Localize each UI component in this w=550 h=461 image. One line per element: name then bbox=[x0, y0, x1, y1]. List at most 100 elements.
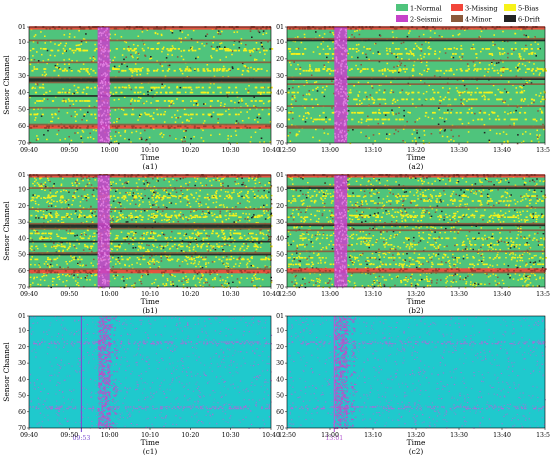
anomaly-cell bbox=[542, 96, 544, 98]
anomaly-cell bbox=[198, 261, 201, 263]
seismic-cell bbox=[105, 29, 107, 32]
anomaly-cell bbox=[139, 97, 142, 99]
bias-cell bbox=[113, 245, 117, 248]
anomaly-cell bbox=[443, 72, 445, 75]
anomaly-cell bbox=[522, 100, 525, 102]
anomaly-cell bbox=[515, 66, 517, 69]
anomaly-cell bbox=[198, 205, 201, 207]
anomaly-cell bbox=[242, 212, 244, 215]
anomaly-cell bbox=[365, 53, 367, 56]
anomaly-cell bbox=[220, 102, 222, 104]
anomaly-cell bbox=[525, 71, 527, 74]
missing-cell bbox=[314, 27, 317, 30]
anomaly-cell bbox=[123, 96, 126, 98]
missing-cell bbox=[66, 127, 69, 129]
seismic-cell bbox=[106, 182, 108, 184]
anomaly-cell bbox=[224, 197, 226, 200]
anomaly-cell bbox=[160, 260, 163, 262]
anomaly-cell bbox=[491, 54, 494, 56]
bias-cell bbox=[61, 196, 64, 199]
anomaly-cell bbox=[115, 190, 117, 192]
bias-cell bbox=[132, 49, 135, 52]
anomaly-cell bbox=[392, 36, 395, 39]
seismic-cell bbox=[335, 56, 338, 59]
seismic-cell bbox=[109, 82, 111, 85]
bias-cell bbox=[191, 232, 194, 235]
anomaly-cell bbox=[210, 212, 213, 214]
anomaly-cell bbox=[146, 210, 148, 212]
anomaly-cell bbox=[227, 265, 230, 268]
bias-cell bbox=[161, 196, 164, 199]
anomaly-cell bbox=[291, 95, 294, 97]
anomaly-cell bbox=[188, 120, 190, 122]
anomaly-cell bbox=[474, 63, 476, 66]
anomaly-cell bbox=[74, 212, 76, 215]
anomaly-cell bbox=[420, 79, 422, 82]
seismic-cell bbox=[345, 138, 347, 141]
anomaly-cell bbox=[94, 211, 96, 213]
anomaly-cell bbox=[150, 56, 152, 58]
anomaly-cell bbox=[180, 37, 183, 40]
anomaly-cell bbox=[182, 177, 184, 179]
bias-cell bbox=[454, 98, 457, 101]
seismic-cell bbox=[347, 100, 349, 102]
anomaly-cell bbox=[46, 272, 48, 275]
bias-cell bbox=[179, 245, 182, 248]
anomaly-cell bbox=[522, 140, 525, 143]
missing-cell bbox=[135, 270, 138, 272]
anomaly-cell bbox=[194, 180, 197, 183]
seismic-cell bbox=[103, 187, 106, 190]
anomaly-cell bbox=[66, 273, 69, 276]
anomaly-cell bbox=[140, 193, 143, 195]
anomaly-cell bbox=[463, 84, 466, 87]
missing-cell bbox=[135, 175, 138, 178]
anomaly-cell bbox=[188, 202, 191, 204]
anomaly-cell bbox=[359, 28, 361, 31]
seismic-cell bbox=[345, 48, 347, 51]
anomaly-cell bbox=[260, 242, 263, 244]
bias-cell bbox=[461, 91, 464, 94]
seismic-cell bbox=[100, 52, 102, 55]
bias-cell bbox=[474, 91, 477, 94]
bias-cell bbox=[69, 48, 72, 50]
anomaly-cell bbox=[110, 217, 113, 219]
anomaly-cell bbox=[50, 202, 53, 205]
anomaly-cell bbox=[483, 131, 486, 134]
seismic-cell bbox=[334, 77, 336, 79]
seismic-cell bbox=[100, 41, 102, 43]
anomaly-cell bbox=[357, 95, 360, 97]
seismic-cell bbox=[341, 95, 344, 97]
anomaly-cell bbox=[72, 184, 74, 187]
bias-cell bbox=[318, 53, 321, 55]
anomaly-cell bbox=[118, 131, 120, 134]
bias-cell bbox=[525, 48, 528, 50]
anomaly-cell bbox=[425, 41, 427, 43]
anomaly-cell bbox=[110, 242, 113, 244]
bias-cell bbox=[230, 100, 233, 102]
anomaly-cell bbox=[67, 213, 69, 215]
anomaly-cell bbox=[200, 256, 203, 258]
anomaly-cell bbox=[85, 234, 87, 236]
bias-cell bbox=[173, 195, 176, 197]
anomaly-cell bbox=[160, 132, 163, 134]
anomaly-cell bbox=[91, 193, 94, 196]
bias-cell bbox=[147, 113, 150, 116]
bias-cell bbox=[177, 232, 180, 235]
bias-cell bbox=[295, 53, 298, 55]
anomaly-cell bbox=[190, 262, 192, 264]
anomaly-cell bbox=[235, 134, 238, 136]
anomaly-cell bbox=[50, 246, 53, 248]
missing-cell bbox=[215, 270, 218, 272]
anomaly-cell bbox=[193, 104, 195, 106]
bias-cell bbox=[480, 118, 483, 121]
bias-cell bbox=[112, 195, 115, 197]
anomaly-cell bbox=[233, 221, 235, 223]
bias-cell bbox=[34, 91, 38, 94]
anomaly-cell bbox=[245, 44, 247, 46]
anomaly-cell bbox=[543, 90, 546, 93]
anomaly-cell bbox=[42, 60, 45, 62]
missing-cell bbox=[298, 27, 301, 30]
bias-cell bbox=[454, 53, 457, 55]
missing-cell bbox=[36, 271, 39, 274]
anomaly-cell bbox=[249, 206, 252, 208]
